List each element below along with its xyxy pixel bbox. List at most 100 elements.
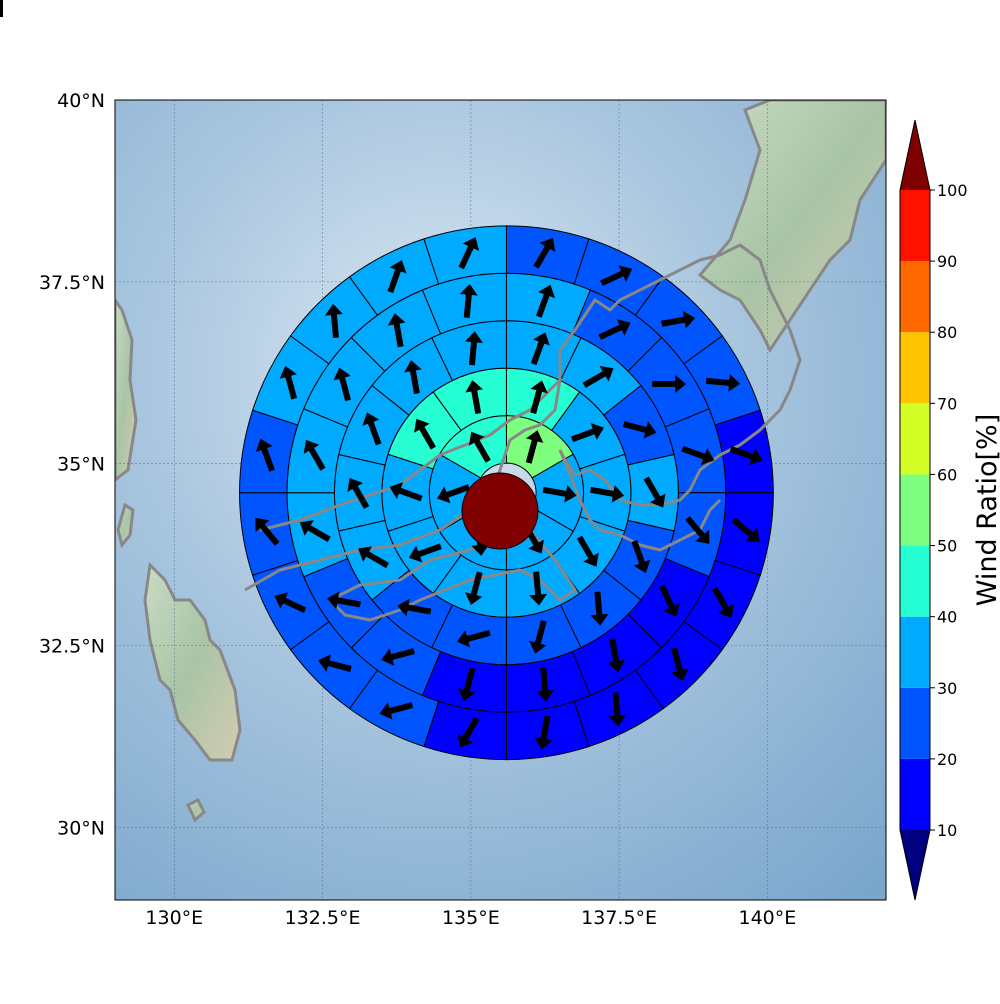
wind-arrow-r3-s6 <box>607 638 626 673</box>
wind-arrow-r1-s9 <box>465 380 484 415</box>
wind-arrow-r0-s5 <box>468 431 491 463</box>
wind-arrow-r3-s7 <box>536 667 555 702</box>
wind-arrow-r3-s5 <box>659 584 680 617</box>
wind-arrow-r1-s2 <box>589 484 624 503</box>
y-tick-label-3: 37.5°N <box>39 272 105 294</box>
colorbar-bin-0 <box>900 758 930 830</box>
wind-arrow-r4-s14 <box>255 517 280 546</box>
wind-arrow-r0-s0 <box>525 430 544 464</box>
colorbar-tick-label-8: 90 <box>937 252 957 271</box>
coast-kii <box>558 449 722 552</box>
map-frame <box>114 99 887 901</box>
wind-arrow-r1-s5 <box>465 571 483 606</box>
colorbar-label: Wind Ratio[%] <box>972 414 1000 606</box>
wind-arrow-r4-s0 <box>533 237 556 269</box>
colorbar-bin-3 <box>900 545 930 617</box>
tsushima <box>116 502 135 549</box>
wind-arrow-r4-s1 <box>600 265 633 286</box>
wind-arrow-r3-s14 <box>387 313 406 348</box>
y-tick-label-4: 40°N <box>57 90 105 112</box>
colorbar-bin-8 <box>900 190 930 262</box>
wind-arrow-r2-s9 <box>358 546 390 569</box>
wind-arrow-r3-s11 <box>299 520 331 543</box>
wind-arrow-r4-s19 <box>458 237 480 270</box>
wind-direction-arrows <box>0 0 763 750</box>
wind-arrow-r4-s3 <box>705 373 741 392</box>
wind-arrow-r3-s0 <box>535 284 556 318</box>
colorbar-tick-label-4: 50 <box>937 537 957 556</box>
wind-arrow-r2-s1 <box>582 366 614 388</box>
wind-arrow-r3-s4 <box>685 515 710 544</box>
wind-arrow-r2-s0 <box>530 332 550 366</box>
colorbar-under-triangle <box>900 830 930 900</box>
wind-arrow-r3-s12 <box>303 439 326 471</box>
wind-arrow-r4-s4 <box>729 446 763 466</box>
y-tick-label-2: 35°N <box>57 454 105 476</box>
wind-arrow-r2-s11 <box>362 412 382 446</box>
kyushu <box>143 561 242 762</box>
korea-coast <box>115 297 138 482</box>
wind-arrow-r2-s13 <box>464 331 483 366</box>
wind-arrow-r1-s6 <box>408 543 442 563</box>
land-shading <box>115 100 886 823</box>
x-tick-label-4: 140°E <box>738 907 796 929</box>
wind-arrow-r3-s2 <box>652 374 687 393</box>
x-tick-label-1: 132.5°E <box>285 907 361 929</box>
colorbar-tick-label-6: 70 <box>937 394 957 413</box>
wind-arrow-r2-s5 <box>590 591 609 626</box>
wind-arrow-r3-s10 <box>326 591 361 610</box>
wind-arrow-r4-s10 <box>457 716 480 748</box>
colorbar-bin-6 <box>900 332 930 404</box>
y-tick-label-0: 30°N <box>57 817 105 839</box>
wind-arrow-r0-s1 <box>542 484 577 503</box>
wind-arrow-r3-s8 <box>458 667 476 702</box>
center-value-marker <box>461 472 539 550</box>
wind-arrow-r3-s15 <box>459 283 478 318</box>
wind-arrow-r4-s12 <box>318 654 352 672</box>
honshu-north <box>697 100 886 353</box>
wind-arrow-r5-s23 <box>0 0 3 17</box>
wind-arrow-r4-s8 <box>608 692 627 727</box>
wind-arrow-r4-s15 <box>255 438 275 472</box>
x-tick-label-3: 137.5°E <box>581 907 657 929</box>
colorbar-bin-1 <box>900 687 930 759</box>
wind-arrow-r2-s10 <box>347 478 370 509</box>
wind-arrow-r2-s2 <box>622 421 657 439</box>
colorbar-bin-7 <box>900 261 930 333</box>
colorbar-over-triangle <box>900 120 930 190</box>
wind-arrow-r1-s0 <box>530 380 548 415</box>
wind-arrow-r2-s4 <box>631 540 651 574</box>
wind-arrow-r1-s7 <box>389 482 423 502</box>
wind-arrow-r3-s9 <box>381 648 415 666</box>
wind-arrow-r2-s12 <box>404 360 422 395</box>
wind-arrow-r4-s16 <box>279 365 298 400</box>
wind-arrow-r4-s2 <box>661 310 696 329</box>
wind-arrow-r3-s1 <box>598 319 631 340</box>
x-tick-label-0: 130°E <box>145 907 203 929</box>
wind-arrow-r2-s7 <box>457 629 491 648</box>
wind-arrow-r2-s6 <box>529 620 547 654</box>
colorbar-tick-label-9: 100 <box>937 181 968 200</box>
wind-arrow-r4-s9 <box>534 715 553 750</box>
axis-ticks: 130°E 132.5°E 135°E 137.5°E 140°E 30°N 32.5°N 3… <box>39 90 796 929</box>
tanegashima <box>186 797 206 823</box>
wind-arrow-r2-s8 <box>397 598 432 617</box>
colorbar-tick-label-0: 10 <box>937 821 957 840</box>
wind-arrow-r0-s4 <box>437 484 471 504</box>
colorbar-bin-2 <box>900 616 930 688</box>
colorbar-tick-label-3: 40 <box>937 608 957 627</box>
y-tick-label-1: 32.5°N <box>39 635 105 657</box>
wind-arrow-r4-s13 <box>274 592 307 614</box>
wind-arrow-r4-s5 <box>731 517 760 542</box>
colorbar-tick-label-5: 60 <box>937 465 957 484</box>
wind-arrow-r4-s17 <box>325 303 343 338</box>
wind-arrow-r1-s8 <box>414 418 436 450</box>
colorbar-tick-label-1: 20 <box>937 750 957 769</box>
wind-arrow-r4-s11 <box>379 702 414 720</box>
wind-arrow-r1-s1 <box>570 422 604 443</box>
colorbar: 10 20 30 40 50 60 70 80 90 100 <box>899 119 968 901</box>
wind-arrow-r3-s3 <box>681 445 715 466</box>
wind-arrow-r1-s3 <box>576 535 599 567</box>
